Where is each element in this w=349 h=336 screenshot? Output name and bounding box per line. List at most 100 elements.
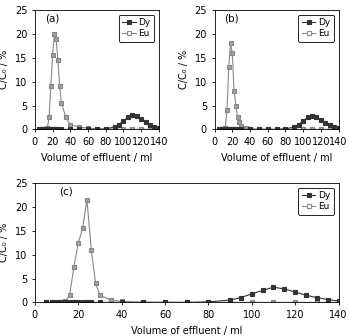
Dy [47,127,51,131]
Eu [72,264,76,268]
Dy [42,127,46,131]
Dy [223,127,227,131]
Eu [206,300,210,304]
Dy [77,127,81,131]
Eu [81,226,85,230]
Dy [225,127,229,131]
Dy [112,125,117,129]
Dy [305,116,310,120]
Eu [68,123,72,127]
Eu [139,127,143,131]
Dy [292,125,296,129]
Dy [85,300,89,304]
Dy [51,127,55,131]
Dy [314,116,319,120]
Line: Eu: Eu [37,32,161,131]
Dy [336,299,341,303]
Eu [44,300,48,304]
Dy [141,300,146,304]
Dy [310,114,314,118]
Eu [185,300,189,304]
Dy [274,127,279,131]
Eu [42,127,46,131]
Dy [143,120,148,124]
Dy [228,298,232,302]
Dy [236,127,240,131]
Dy [68,127,72,131]
Eu [56,58,60,62]
Dy [40,127,44,131]
Dy [98,300,102,304]
Eu [58,84,62,88]
Y-axis label: C/C₀ / %: C/C₀ / % [179,50,189,89]
Eu [104,127,108,131]
X-axis label: Volume of effluent / ml: Volume of effluent / ml [131,326,243,336]
Eu [63,299,67,303]
Dy [163,300,167,304]
Eu [98,293,102,297]
Line: Dy: Dy [37,113,161,131]
Eu [52,32,57,36]
Dy [54,300,59,304]
Legend: Dy, Eu: Dy, Eu [298,187,334,215]
Dy [37,127,42,131]
Dy [323,121,327,125]
Eu [141,300,146,304]
Dy [44,300,48,304]
Dy [301,119,305,123]
Eu [236,116,240,120]
Eu [217,127,221,131]
Dy [120,300,124,304]
Dy [86,127,90,131]
Eu [292,127,296,131]
Line: Eu: Eu [44,198,341,304]
Eu [230,51,235,55]
Eu [223,126,227,130]
Eu [272,300,276,304]
Dy [63,300,67,304]
Eu [67,293,72,297]
Dy [319,118,323,122]
Dy [81,300,85,304]
Eu [43,127,47,131]
Eu [86,126,90,130]
Eu [237,120,242,124]
Dy [67,300,72,304]
Text: (c): (c) [59,187,73,197]
Eu [157,127,161,131]
Dy [126,116,130,120]
Eu [148,127,152,131]
Eu [51,53,55,57]
Dy [217,127,221,131]
Dy [56,127,60,131]
Eu [85,198,89,202]
Dy [282,287,287,291]
Eu [225,108,229,112]
Eu [47,116,51,120]
Dy [49,127,53,131]
Dy [76,300,80,304]
Eu [319,127,323,131]
Dy [89,300,94,304]
Line: Dy: Dy [217,114,341,131]
Dy [230,127,235,131]
Dy [59,300,63,304]
Eu [234,103,238,108]
Line: Dy: Dy [44,285,341,304]
X-axis label: Volume of effluent / ml: Volume of effluent / ml [221,153,332,163]
Dy [117,123,121,127]
Dy [234,127,238,131]
X-axis label: Volume of effluent / ml: Volume of effluent / ml [41,153,153,163]
Dy [72,300,76,304]
Eu [94,281,98,285]
Dy [45,127,50,131]
Dy [304,293,308,297]
Legend: Dy, Eu: Dy, Eu [119,14,154,42]
Dy [232,127,236,131]
Eu [293,300,297,304]
Eu [54,300,59,304]
Dy [229,127,233,131]
Eu [239,124,243,128]
Eu [301,127,305,131]
Eu [59,101,64,105]
